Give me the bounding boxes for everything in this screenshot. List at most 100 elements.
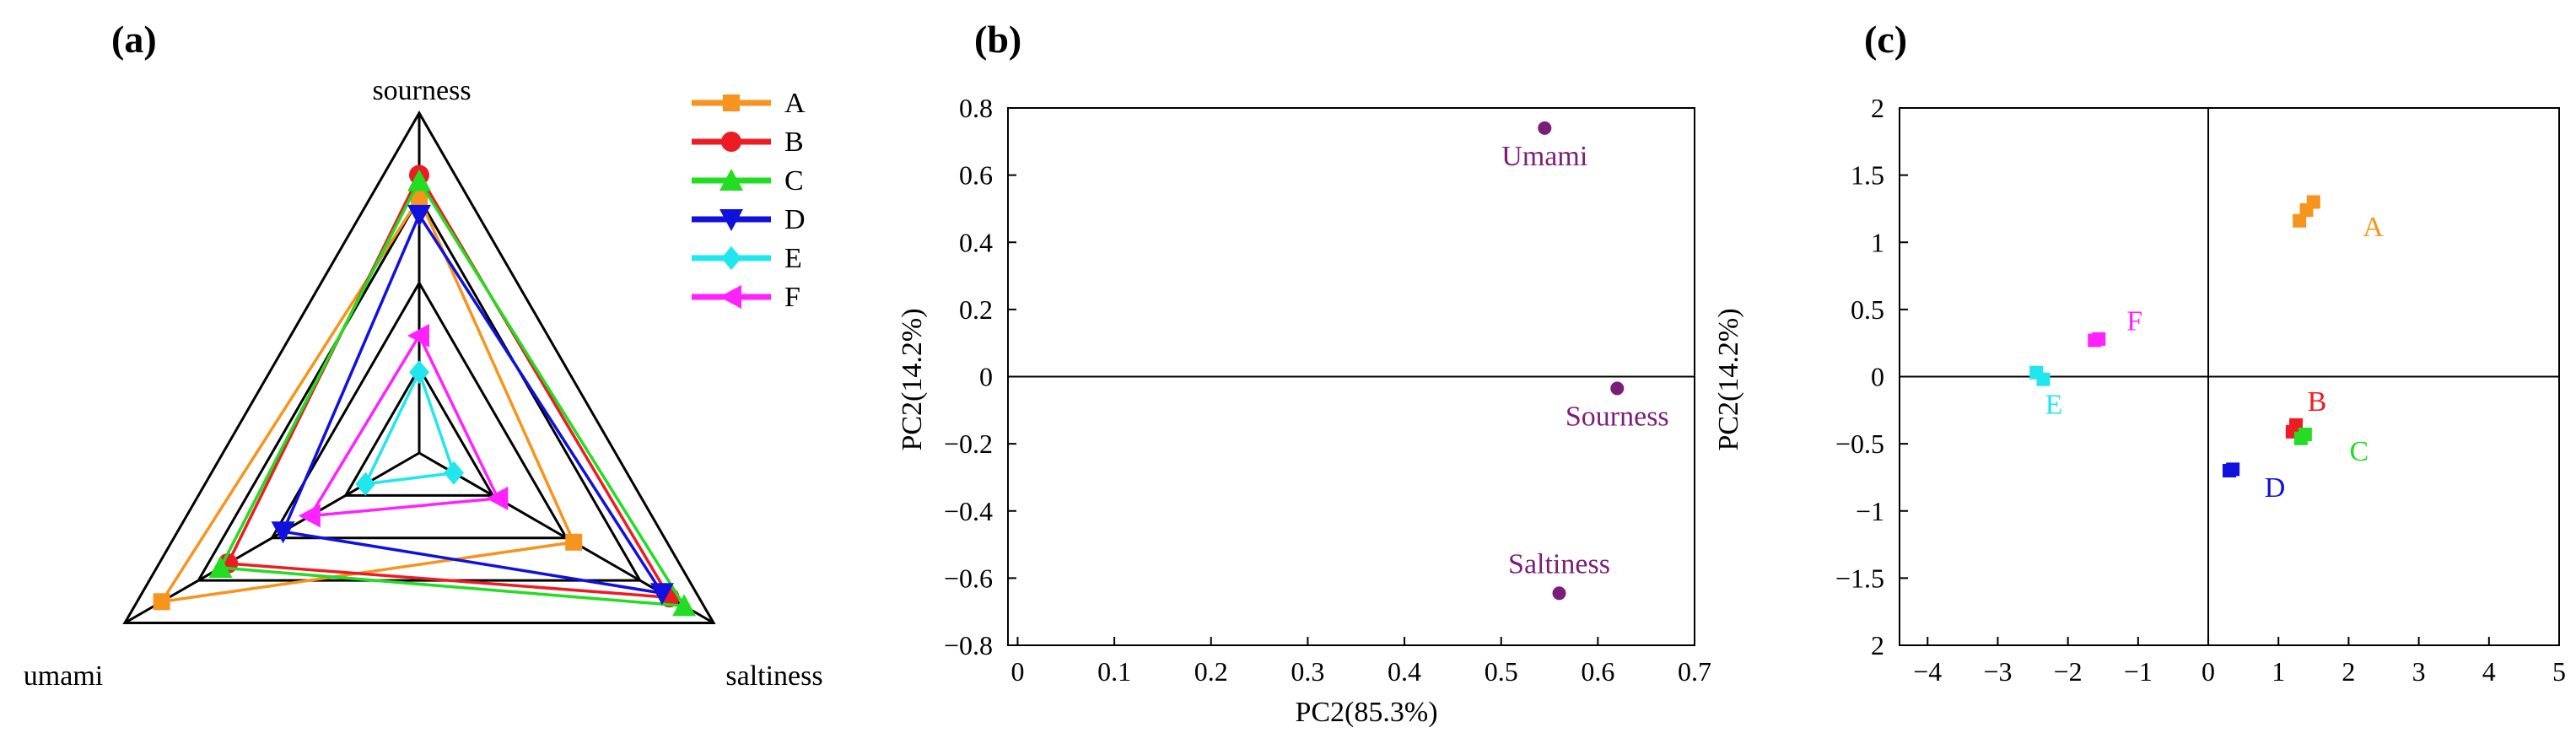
scores-x-tick-label: 1 xyxy=(2272,656,2285,687)
loading-point-saltiness xyxy=(1552,586,1566,601)
scores-y-tick-label: −0.5 xyxy=(1835,428,1884,459)
legend-label-A: A xyxy=(784,88,806,119)
radar-grid-ring xyxy=(122,110,716,624)
radar-series-C xyxy=(218,178,687,608)
scores-x-tick-label: −3 xyxy=(1983,656,2012,687)
legend-label-D: D xyxy=(784,204,806,235)
panel-a-letter: (a) xyxy=(111,18,157,61)
radar-point-C xyxy=(208,556,233,579)
score-point-C xyxy=(2298,427,2312,441)
loadings-x-tick-label: 0.5 xyxy=(1485,656,1518,687)
legend-marker-B xyxy=(721,132,741,152)
score-label-D: D xyxy=(2265,472,2286,504)
loadings-x-tick-label: 0.2 xyxy=(1194,656,1228,687)
radar-point-C xyxy=(407,169,431,191)
score-point-D xyxy=(2226,462,2240,477)
scores-x-tick-label: −2 xyxy=(2054,656,2083,687)
radar-point-E xyxy=(409,360,429,385)
loadings-y-tick-label: −0.2 xyxy=(944,428,993,459)
legend-marker-D xyxy=(719,209,743,231)
legend-marker-F xyxy=(719,285,741,309)
legend-label-E: E xyxy=(784,243,802,274)
radar-point-C xyxy=(672,594,697,617)
score-label-F: F xyxy=(2126,306,2142,337)
radar-point-A xyxy=(153,593,170,611)
radar-series-A xyxy=(159,195,576,604)
scores-y-tick-label: 0.5 xyxy=(1851,294,1884,325)
scores-x-tick-label: 0 xyxy=(2201,656,2215,687)
scores-y-tick-label: −1 xyxy=(1856,496,1884,526)
radar-series xyxy=(153,164,697,617)
loadings-y-tick-label: 0.4 xyxy=(959,227,993,257)
loading-point-sourness xyxy=(1610,381,1625,396)
legend-marker-C xyxy=(719,169,743,191)
loadings-y-tick-label: −0.8 xyxy=(944,630,993,660)
scores-y-axis-title: PC2(14.2%) xyxy=(1713,308,1744,450)
scores-y-tick-label: 1 xyxy=(1871,227,1884,257)
loading-label-sourness: Sourness xyxy=(1566,401,1669,432)
scores-y-tick-label: −1.5 xyxy=(1835,563,1884,593)
loadings-plot-ticks: 0 0.1 0.2 0.3 0.4 0.5 0.6 0.7 0.8 0.6 0.4 0.2 0 −0.2 −… xyxy=(944,93,1711,687)
radar-series-E xyxy=(363,368,456,486)
radar-axis-label-umami: umami xyxy=(24,660,103,692)
radar-point-A xyxy=(411,189,428,207)
radar-grid-ring xyxy=(269,280,569,540)
radar-point-A xyxy=(565,533,583,551)
radar-axis-label-saltiness: saltiness xyxy=(725,660,822,692)
legend-label-F: F xyxy=(784,282,800,313)
radar-series-F xyxy=(307,332,501,518)
scores-x-tick-label: −1 xyxy=(2124,656,2153,687)
scores-y-tick-label: 1.5 xyxy=(1851,160,1884,191)
loadings-x-tick-label: 0.6 xyxy=(1581,656,1614,687)
loadings-x-tick-label: 0.1 xyxy=(1097,656,1131,687)
loadings-x-tick-label: 0.7 xyxy=(1678,656,1711,687)
loadings-y-tick-label: −0.4 xyxy=(944,496,993,526)
loading-label-umami: Umami xyxy=(1501,141,1587,172)
loadings-x-axis-title: PC2(85.3%) xyxy=(1295,697,1437,728)
radar-point-D xyxy=(407,204,431,227)
loadings-y-tick-label: 0.2 xyxy=(959,294,993,325)
scores-x-tick-label: 2 xyxy=(2342,656,2355,687)
radar-series-D xyxy=(281,212,666,596)
score-label-A: A xyxy=(2363,212,2384,243)
panel-b-letter: (b) xyxy=(974,18,1021,61)
scores-x-tick-label: 5 xyxy=(2552,656,2566,687)
radar-point-D xyxy=(649,583,674,606)
radar-point-D xyxy=(271,521,295,544)
radar-point-E xyxy=(444,461,465,485)
loadings-y-tick-label: 0.6 xyxy=(959,160,993,191)
radar-point-F xyxy=(407,323,429,348)
scores-y-tick-label: 2 xyxy=(1871,93,1884,123)
panel-c-letter: (c) xyxy=(1864,18,1907,61)
legend-marker-E xyxy=(721,246,741,270)
legend-label-B: B xyxy=(784,127,804,158)
scores-plot: −4 −3 −2 −1 0 1 2 3 4 5 2 1.5 1 0.5 0 −0.5 −1 −1.5 2 A F E BC… xyxy=(1713,93,2566,687)
scores-y-tick-label: 0 xyxy=(1871,362,1884,392)
loadings-plot-points: Umami Sourness Saltiness xyxy=(1501,121,1669,601)
radar-axis-label-sourness: sourness xyxy=(372,75,471,106)
scores-x-tick-label: 3 xyxy=(2412,656,2426,687)
score-label-B: B xyxy=(2308,386,2327,418)
loadings-plot: 0 0.1 0.2 0.3 0.4 0.5 0.6 0.7 0.8 0.6 0.4 0.2 0 −0.2 −… xyxy=(897,93,1711,728)
score-point-A xyxy=(2306,195,2320,209)
loading-label-saltiness: Saltiness xyxy=(1508,548,1610,579)
radar-grid-ring xyxy=(343,365,495,497)
scores-plot-ticks: −4 −3 −2 −1 0 1 2 3 4 5 2 1.5 1 0.5 0 −0.5 −1 −1.5 2 xyxy=(1835,93,2566,687)
radar-point-E xyxy=(355,472,376,496)
scores-y-tick-label: 2 xyxy=(1871,630,1884,660)
loadings-y-tick-label: −0.6 xyxy=(944,563,993,593)
scores-x-tick-label: −4 xyxy=(1913,656,1942,687)
scores-plot-points: A F E BC D xyxy=(2029,195,2384,504)
loading-point-umami xyxy=(1538,121,1552,135)
loadings-x-tick-label: 0 xyxy=(1010,656,1024,687)
loadings-x-tick-label: 0.4 xyxy=(1388,656,1421,687)
radar-point-F xyxy=(486,486,509,510)
loadings-x-tick-label: 0.3 xyxy=(1291,656,1324,687)
score-point-F xyxy=(2092,331,2106,346)
legend-marker-A xyxy=(723,94,740,111)
legend-label-C: C xyxy=(784,165,804,197)
loadings-y-tick-label: 0 xyxy=(979,362,993,392)
